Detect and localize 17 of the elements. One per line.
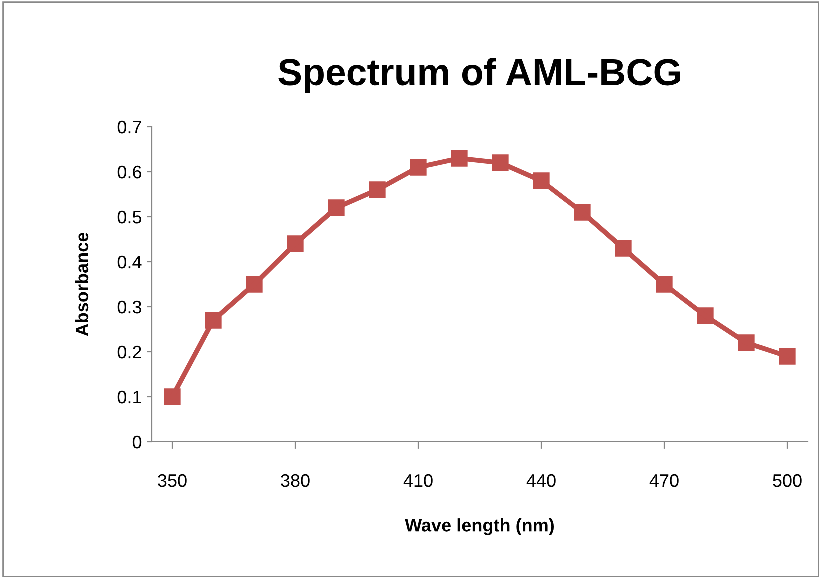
y-tick-label: 0.2 (118, 346, 142, 359)
x-tick-label: 440 (526, 474, 556, 488)
x-tick-label: 410 (404, 474, 433, 488)
y-tick-label: 0.4 (118, 256, 142, 269)
y-tick-label: 0.3 (118, 300, 142, 314)
y-tick-label: 0 (132, 436, 142, 449)
x-axis-title: Wave length (nm) (405, 518, 554, 536)
y-tick-label: 0.1 (118, 390, 142, 404)
chart-title: Spectrum of AML-BCG (278, 58, 680, 94)
y-tick-label: 0.6 (118, 166, 142, 179)
x-tick-label: 500 (773, 474, 802, 488)
y-tick-label: 0.7 (118, 120, 142, 134)
x-tick-label: 380 (281, 474, 310, 488)
x-tick-label: 350 (158, 474, 187, 488)
x-tick-label: 470 (650, 474, 679, 488)
y-axis-title: Absorbance (75, 232, 89, 336)
y-tick-label: 0.5 (118, 210, 142, 224)
